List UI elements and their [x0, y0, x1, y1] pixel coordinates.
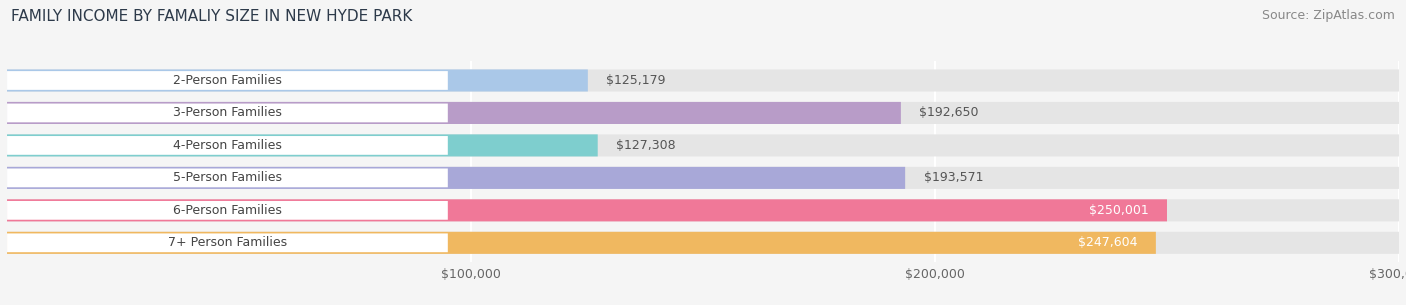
Text: 2-Person Families: 2-Person Families [173, 74, 281, 87]
Text: $127,308: $127,308 [616, 139, 676, 152]
Text: 5-Person Families: 5-Person Families [173, 171, 283, 185]
FancyBboxPatch shape [7, 70, 588, 92]
FancyBboxPatch shape [7, 104, 447, 122]
Text: FAMILY INCOME BY FAMALIY SIZE IN NEW HYDE PARK: FAMILY INCOME BY FAMALIY SIZE IN NEW HYD… [11, 9, 412, 24]
FancyBboxPatch shape [7, 167, 1399, 189]
FancyBboxPatch shape [7, 70, 1399, 92]
Text: 6-Person Families: 6-Person Families [173, 204, 281, 217]
Text: 3-Person Families: 3-Person Families [173, 106, 281, 120]
Text: $193,571: $193,571 [924, 171, 983, 185]
FancyBboxPatch shape [7, 232, 1399, 254]
FancyBboxPatch shape [7, 199, 1167, 221]
FancyBboxPatch shape [7, 168, 447, 187]
FancyBboxPatch shape [7, 199, 1399, 221]
FancyBboxPatch shape [7, 71, 447, 90]
Text: $247,604: $247,604 [1078, 236, 1137, 249]
Text: 4-Person Families: 4-Person Families [173, 139, 281, 152]
FancyBboxPatch shape [7, 136, 447, 155]
Text: Source: ZipAtlas.com: Source: ZipAtlas.com [1261, 9, 1395, 22]
FancyBboxPatch shape [7, 201, 447, 220]
FancyBboxPatch shape [7, 167, 905, 189]
FancyBboxPatch shape [7, 102, 901, 124]
Text: $250,001: $250,001 [1088, 204, 1149, 217]
FancyBboxPatch shape [7, 233, 447, 252]
FancyBboxPatch shape [7, 135, 1399, 156]
FancyBboxPatch shape [7, 135, 598, 156]
Text: $192,650: $192,650 [920, 106, 979, 120]
FancyBboxPatch shape [7, 232, 1156, 254]
Text: $125,179: $125,179 [606, 74, 666, 87]
FancyBboxPatch shape [7, 102, 1399, 124]
Text: 7+ Person Families: 7+ Person Families [167, 236, 287, 249]
